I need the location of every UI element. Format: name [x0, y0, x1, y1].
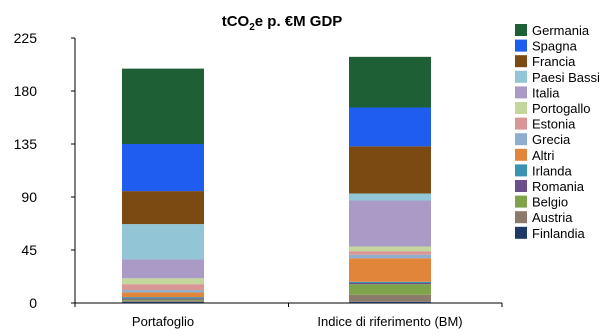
legend-label: Belgio — [532, 195, 568, 210]
legend-label: Austria — [532, 210, 573, 225]
legend-label: Francia — [532, 54, 576, 69]
legend-swatch — [515, 39, 527, 52]
legend-swatch — [515, 226, 527, 239]
x-category-label: Portafoglio — [132, 314, 194, 329]
bar-segment-grecia — [122, 290, 204, 293]
bar-segment-grecia — [349, 254, 431, 259]
legend-label: Irlanda — [532, 163, 573, 178]
legend-swatch — [515, 211, 527, 224]
bar-segment-estonia — [122, 284, 204, 291]
bar-segment-altri — [122, 292, 204, 298]
legend-label: Estonia — [532, 117, 576, 132]
y-tick-label: 135 — [14, 136, 38, 152]
legend-swatch — [515, 164, 527, 177]
bar-segment-finlandia — [122, 301, 204, 303]
legend-swatch — [515, 55, 527, 68]
y-tick-label: 0 — [29, 295, 37, 311]
legend-label: Romania — [532, 179, 585, 194]
bar-segment-portogallo — [122, 278, 204, 285]
chart-title-rest: e p. €M GDP — [255, 13, 343, 30]
legend-swatch — [515, 133, 527, 146]
bar-segment-germania — [122, 68, 204, 144]
legend-swatch — [515, 86, 527, 99]
bar-segment-irlanda — [349, 281, 431, 283]
bar-segment-italia — [349, 200, 431, 247]
bar-segment-paesi-bassi — [122, 224, 204, 260]
legend-label: Finlandia — [532, 226, 586, 241]
legend-label: Spagna — [532, 39, 578, 54]
legend-swatch — [515, 102, 527, 114]
bar-segment-finlandia — [349, 301, 431, 303]
bar-segment-belgio — [349, 284, 431, 295]
plot-area: 0 45 90 135 180 225 Portafoglio Indice di rifer… — [14, 30, 503, 329]
y-tick-label: 90 — [21, 189, 37, 205]
legend-swatch — [515, 117, 527, 130]
legend-swatch — [515, 148, 527, 161]
bar-segment-austria — [349, 294, 431, 302]
bar-segment-italia — [122, 259, 204, 279]
bar-segment-paesi-bassi — [349, 193, 431, 201]
bar-segment-germania — [349, 56, 431, 108]
bar-segment-francia — [122, 191, 204, 225]
y-tick-label: 45 — [21, 242, 37, 258]
legend-swatch — [515, 180, 527, 192]
legend-swatch — [515, 24, 527, 36]
bar-segment-altri — [349, 258, 431, 282]
bar-segment-austria — [122, 300, 204, 302]
y-tick-label: 225 — [14, 30, 38, 46]
bar-segment-portogallo — [349, 246, 431, 252]
bar-segment-spagna — [349, 107, 431, 147]
legend-label: Italia — [532, 85, 560, 100]
legend-swatch — [515, 70, 527, 83]
bar-segment-francia — [349, 146, 431, 194]
bar-segment-spagna — [122, 144, 204, 192]
chart-title-subscript: 2 — [249, 22, 255, 33]
y-tick-label: 180 — [14, 83, 38, 99]
legend-label: Portogallo — [532, 101, 591, 116]
chart-title: tCO2e p. €M GDP — [222, 13, 343, 33]
chart-title-main: tCO — [222, 13, 250, 30]
legend-swatch — [515, 195, 527, 208]
legend-label: Paesi Bassi — [532, 70, 600, 85]
legend-label: Germania — [532, 23, 590, 38]
bar-segment-belgio — [122, 299, 204, 301]
legend-label: Grecia — [532, 132, 571, 147]
bar-segment-irlanda — [122, 297, 204, 299]
bar-segment-romania — [122, 298, 204, 300]
bar-segment-romania — [349, 282, 431, 285]
bar-segment-estonia — [349, 251, 431, 255]
legend-label: Altri — [532, 148, 555, 163]
x-category-label: Indice di riferimento (BM) — [317, 314, 462, 329]
